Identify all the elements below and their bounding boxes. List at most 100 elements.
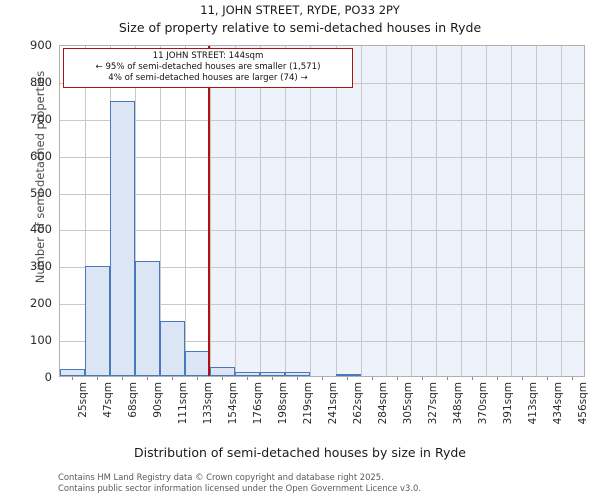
gridline	[85, 46, 86, 376]
gridline	[536, 46, 537, 376]
y-tick-label: 200	[30, 296, 52, 311]
x-tick-label: 284sqm	[377, 382, 390, 425]
plot-area	[59, 45, 585, 377]
histogram-bar	[260, 372, 286, 376]
x-tick-label: 111sqm	[176, 382, 189, 425]
gridline	[60, 341, 584, 343]
x-tick-label: 456sqm	[577, 382, 590, 425]
x-tick	[271, 377, 273, 380]
histogram-bar	[285, 372, 311, 376]
histogram-bar	[235, 371, 261, 376]
x-tick-label: 348sqm	[452, 382, 465, 425]
gridline	[411, 46, 412, 376]
annotation-line-1: 11 JOHN STREET: 144sqm	[152, 51, 264, 61]
x-tick	[497, 377, 499, 380]
x-tick-label: 413sqm	[527, 382, 540, 425]
x-tick	[96, 377, 98, 380]
gridline	[60, 156, 584, 158]
annotation-line-3: 4% of semi-detached houses are larger (7…	[108, 73, 308, 83]
histogram-bar	[335, 374, 361, 376]
gridline	[436, 46, 437, 376]
y-tick-label: 300	[30, 259, 52, 274]
x-tick-label: 434sqm	[552, 382, 565, 425]
y-tick-label: 700	[30, 111, 52, 126]
y-tick-label: 0	[44, 370, 52, 384]
x-tick-label: 219sqm	[301, 382, 314, 425]
gridline	[60, 119, 584, 121]
x-tick	[171, 377, 173, 380]
x-tick	[472, 377, 474, 380]
x-tick-label: 154sqm	[226, 382, 239, 425]
gridline	[310, 46, 311, 376]
gridline	[361, 46, 362, 376]
x-tick	[322, 377, 323, 380]
x-tick	[572, 377, 574, 380]
gridline	[336, 46, 337, 376]
gridline	[486, 46, 487, 376]
footer-line-2: Contains public sector information licen…	[58, 483, 421, 494]
gridline	[60, 230, 584, 232]
gridline	[60, 267, 584, 269]
gridline	[135, 46, 136, 376]
histogram-bar	[60, 368, 86, 376]
y-tick-label: 100	[30, 333, 52, 348]
x-tick	[146, 377, 148, 380]
chart-title: 11, JOHN STREET, RYDE, PO33 2PY	[200, 3, 400, 17]
x-tick	[296, 377, 298, 380]
chart-subtitle: Size of property relative to semi-detach…	[118, 20, 482, 35]
x-tick	[522, 377, 524, 380]
histogram-bar	[135, 260, 161, 376]
gridline	[210, 46, 211, 376]
gridline	[461, 46, 462, 376]
x-tick-label: 262sqm	[352, 382, 365, 425]
gridline	[185, 46, 186, 376]
x-tick	[221, 377, 223, 380]
larger-region-shading	[208, 46, 584, 376]
annotation-line-2: ← 95% of semi-detached houses are smalle…	[95, 62, 321, 72]
gridline	[285, 46, 286, 376]
x-tick-label: 133sqm	[201, 382, 214, 425]
histogram-bar	[160, 321, 186, 376]
footer-line-1: Contains HM Land Registry data © Crown c…	[58, 472, 384, 482]
histogram-bar	[185, 350, 211, 376]
histogram-bar	[210, 367, 236, 376]
x-tick-label: 90sqm	[151, 382, 164, 418]
x-tick	[372, 377, 374, 380]
gridline	[386, 46, 387, 376]
x-tick	[397, 377, 399, 380]
footer-attribution: Contains HM Land Registry data © Crown c…	[58, 472, 421, 495]
y-tick-label: 800	[30, 74, 52, 89]
gridline	[160, 46, 161, 376]
x-tick-label: 198sqm	[276, 382, 289, 425]
x-tick-label: 241sqm	[327, 382, 339, 425]
gridline	[511, 46, 512, 376]
gridline	[60, 193, 584, 195]
x-tick-label: 25sqm	[76, 382, 89, 418]
gridline	[60, 304, 584, 306]
x-tick	[246, 377, 248, 380]
property-marker-line	[208, 46, 210, 376]
x-tick-label: 47sqm	[101, 382, 114, 418]
x-tick-label: 370sqm	[477, 382, 490, 425]
y-tick-label: 600	[30, 148, 52, 163]
histogram-bar	[85, 266, 111, 376]
gridline	[235, 46, 236, 376]
x-tick	[347, 377, 349, 380]
annotation-box: 11 JOHN STREET: 144sqm ← 95% of semi-det…	[63, 48, 353, 88]
x-tick	[447, 377, 449, 380]
x-tick-label: 327sqm	[427, 382, 440, 425]
x-tick-label: 176sqm	[251, 382, 264, 425]
histogram-bar	[110, 101, 136, 376]
y-tick-label: 500	[30, 185, 52, 200]
x-tick	[121, 377, 123, 380]
y-tick-label: 900	[30, 38, 52, 52]
x-tick	[196, 377, 198, 380]
gridline	[260, 46, 261, 376]
gridline	[561, 46, 562, 376]
x-tick	[422, 377, 424, 380]
x-tick	[547, 377, 549, 380]
x-tick-label: 305sqm	[402, 382, 415, 425]
x-axis-title: Distribution of semi-detached houses by …	[134, 445, 466, 460]
x-tick-label: 391sqm	[502, 382, 515, 425]
